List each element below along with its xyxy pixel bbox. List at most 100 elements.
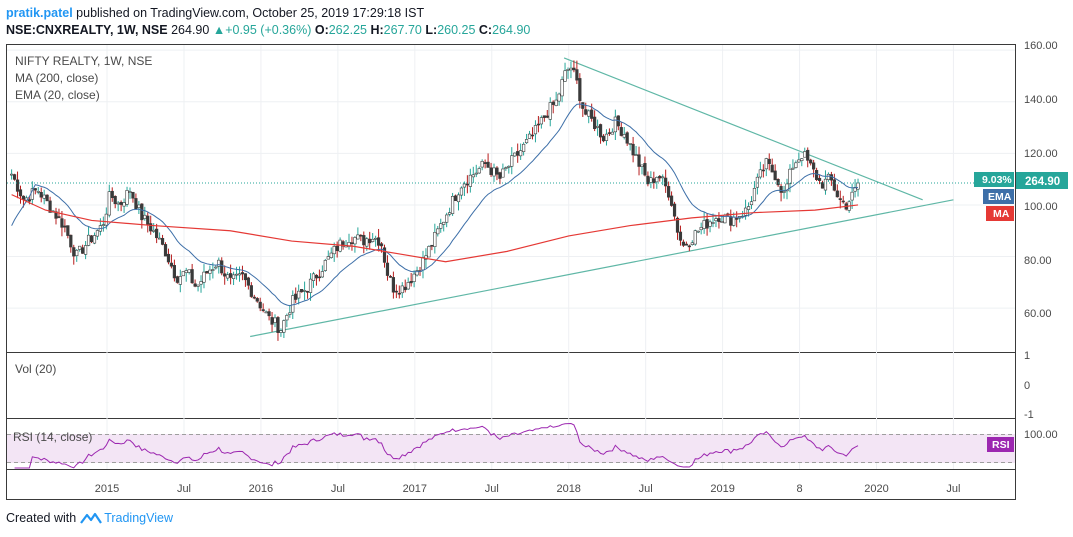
candle-body bbox=[835, 190, 839, 198]
legend-rsi[interactable]: RSI (14, close) bbox=[13, 430, 92, 444]
candle-body bbox=[146, 215, 150, 225]
candle bbox=[128, 187, 132, 199]
pct-tag-text: 9.03% bbox=[982, 174, 1012, 186]
candle bbox=[205, 270, 209, 275]
candle bbox=[510, 147, 514, 175]
candle-body bbox=[169, 262, 174, 267]
candle bbox=[619, 121, 623, 137]
candle-body bbox=[448, 212, 452, 215]
close-label: C: bbox=[478, 23, 493, 37]
candles bbox=[10, 60, 860, 341]
candle bbox=[436, 225, 440, 237]
up-arrow-icon: ▲ bbox=[212, 23, 226, 37]
candle-body bbox=[507, 165, 511, 168]
candle-body bbox=[54, 211, 58, 219]
candle bbox=[252, 294, 256, 300]
candle bbox=[359, 234, 363, 242]
candle bbox=[163, 242, 168, 257]
candle bbox=[66, 225, 70, 239]
candle-body bbox=[92, 235, 97, 244]
candle-body bbox=[465, 183, 469, 186]
candle-body bbox=[714, 218, 718, 222]
candle-body bbox=[557, 93, 561, 102]
candle-body bbox=[359, 234, 363, 237]
candle bbox=[258, 297, 262, 312]
candle-body bbox=[382, 247, 387, 263]
candle bbox=[465, 175, 469, 194]
candle bbox=[593, 110, 597, 132]
candle bbox=[468, 168, 472, 193]
candle bbox=[347, 233, 351, 250]
legend-vol[interactable]: Vol (20) bbox=[15, 362, 56, 376]
candle bbox=[767, 153, 771, 171]
candle-body bbox=[184, 270, 188, 274]
chart-header: pratik.patel published on TradingView.co… bbox=[6, 5, 530, 39]
candle bbox=[841, 195, 845, 204]
candle-body bbox=[69, 234, 73, 248]
legend-ma[interactable]: MA (200, close) bbox=[15, 71, 98, 85]
candle bbox=[791, 159, 795, 170]
author-link[interactable]: pratik.patel bbox=[6, 6, 73, 20]
open-value: 262.25 bbox=[328, 23, 367, 37]
candle bbox=[699, 222, 703, 235]
candle bbox=[95, 229, 100, 240]
candle bbox=[773, 164, 777, 181]
candle-body bbox=[752, 187, 757, 202]
candle bbox=[220, 257, 224, 276]
candle-body bbox=[800, 158, 804, 161]
candle-body bbox=[471, 174, 475, 178]
time-tick: 8 bbox=[796, 483, 802, 495]
candle bbox=[658, 175, 662, 182]
candle bbox=[516, 143, 520, 163]
candle bbox=[714, 215, 718, 228]
candle-body bbox=[365, 238, 369, 247]
candle-body bbox=[655, 177, 659, 183]
candle bbox=[598, 123, 603, 144]
candle bbox=[474, 164, 478, 178]
time-tick: 2016 bbox=[249, 483, 273, 495]
candle-body bbox=[208, 269, 212, 274]
candle bbox=[584, 102, 588, 116]
plot-frame bbox=[6, 44, 1016, 500]
candle-body bbox=[134, 198, 138, 210]
symbol-line: NSE:CNXREALTY, 1W, NSE 264.90 ▲+0.95 (+0… bbox=[6, 22, 530, 39]
candle-body bbox=[749, 201, 754, 206]
candle-body bbox=[211, 269, 215, 271]
candle bbox=[519, 143, 523, 160]
candle-body bbox=[362, 235, 366, 246]
candle bbox=[110, 187, 114, 202]
candle-body bbox=[607, 132, 612, 134]
rsi-tag-text: RSI bbox=[992, 439, 1010, 451]
candle bbox=[175, 275, 179, 284]
candle-body bbox=[137, 204, 141, 208]
candle-body bbox=[468, 174, 472, 187]
candle-body bbox=[406, 282, 410, 290]
candle bbox=[696, 230, 700, 234]
candle-body bbox=[403, 286, 407, 291]
candle-body bbox=[510, 155, 514, 167]
time-tick: 2020 bbox=[864, 483, 888, 495]
candle-body bbox=[516, 151, 520, 156]
candle-body bbox=[243, 273, 248, 281]
candle-body bbox=[578, 78, 582, 102]
trendlines[interactable] bbox=[250, 57, 954, 338]
candle-body bbox=[409, 281, 413, 284]
candle-body bbox=[42, 194, 46, 199]
candle bbox=[75, 248, 79, 262]
candle-body bbox=[95, 230, 100, 237]
candle-body bbox=[391, 277, 395, 293]
time-tick: Jul bbox=[177, 483, 191, 495]
tradingview-brand-link[interactable]: TradingView bbox=[104, 511, 173, 525]
candle-body bbox=[297, 290, 301, 299]
candle-body bbox=[104, 213, 108, 226]
candle-body bbox=[539, 117, 543, 125]
candle bbox=[646, 171, 650, 187]
legend-title: NIFTY REALTY, 1W, NSE bbox=[15, 54, 152, 68]
candle bbox=[92, 232, 97, 245]
candle-body bbox=[628, 143, 632, 145]
candle-body bbox=[622, 134, 626, 138]
candle-body bbox=[640, 164, 644, 167]
rsi-tick: 100.00 bbox=[1024, 429, 1058, 441]
legend-ema[interactable]: EMA (20, close) bbox=[15, 88, 100, 102]
